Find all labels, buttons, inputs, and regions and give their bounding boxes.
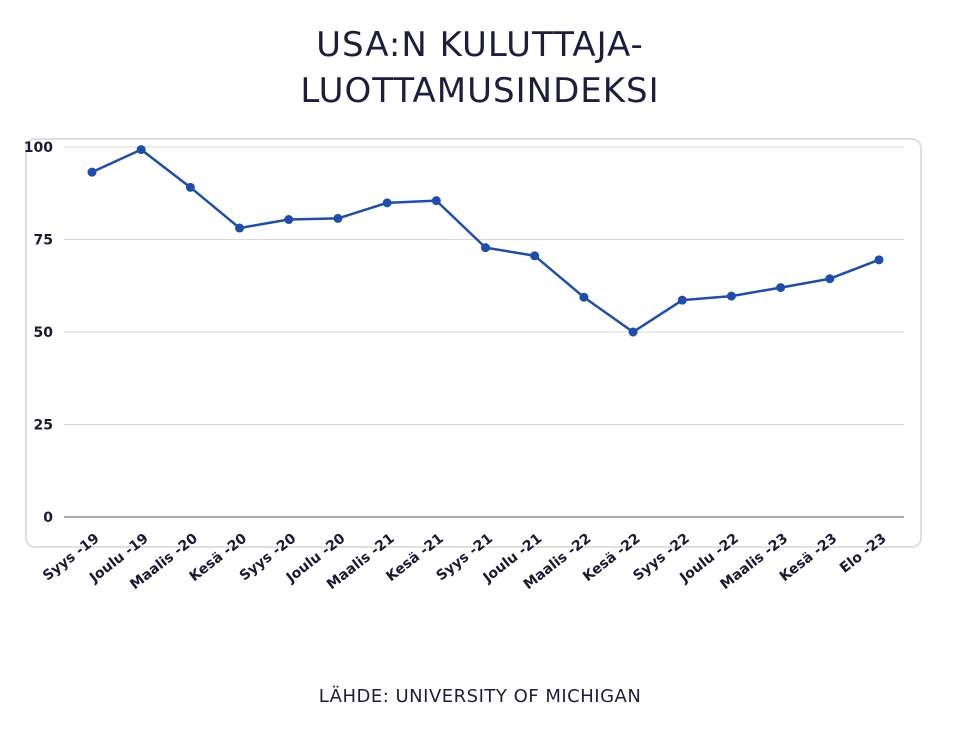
data-point [874, 255, 884, 265]
data-point [726, 291, 736, 301]
data-point [530, 251, 540, 261]
series-line [91, 148, 880, 334]
y-tick-label: 25 [34, 418, 53, 434]
chart-title-line-1: USA:N KULUTTAJA- [316, 25, 644, 65]
data-point [235, 223, 245, 233]
chart-title: USA:N KULUTTAJA- LUOTTAMUSINDEKSI [0, 22, 960, 114]
data-point [333, 213, 343, 223]
data-point [481, 243, 490, 253]
data-point [136, 145, 146, 155]
chart-title-line-2: LUOTTAMUSINDEKSI [300, 71, 660, 111]
y-tick-label: 100 [24, 140, 53, 156]
data-point [628, 327, 638, 337]
data-point [825, 274, 835, 284]
data-point [431, 196, 441, 206]
source-note: LÄHDE: UNIVERSITY OF MICHIGAN [318, 686, 642, 707]
chart-frame [25, 138, 922, 548]
data-point [677, 295, 687, 305]
data-point [382, 198, 392, 208]
y-tick-label: 75 [34, 233, 53, 249]
data-point [579, 292, 589, 302]
data-point [185, 182, 195, 192]
data-point [87, 167, 97, 177]
y-tick-label: 0 [43, 510, 53, 526]
data-point [284, 215, 294, 225]
y-tick-label: 50 [34, 325, 54, 341]
data-point [776, 283, 786, 293]
x-tick-label: Elo -23 [837, 531, 890, 577]
